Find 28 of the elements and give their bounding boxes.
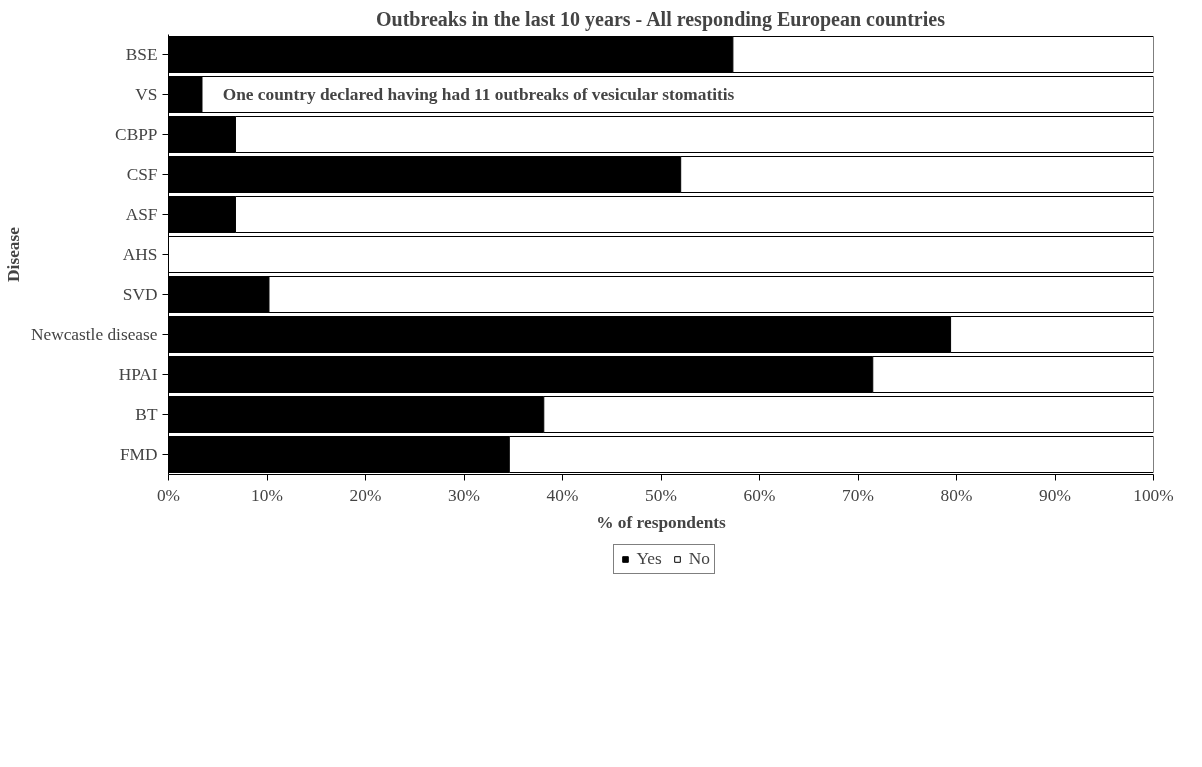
y-tick-label: BT xyxy=(135,405,158,424)
x-tick-label: 10% xyxy=(251,485,283,505)
x-tick-label: 0% xyxy=(156,485,181,505)
legend-label: No xyxy=(688,549,710,569)
x-tick-label: 20% xyxy=(349,485,382,505)
x-axis-title: % of respondents xyxy=(596,512,727,532)
y-axis-title: Disease xyxy=(3,226,23,282)
chart-title: Outbreaks in the last 10 years - All responding European countries xyxy=(375,7,946,31)
y-tick-label: CBPP xyxy=(115,125,158,144)
y-tick-label: BSE xyxy=(125,45,158,64)
x-tick-label: 50% xyxy=(645,485,677,505)
x-tick-label: 90% xyxy=(1039,485,1071,505)
x-tick-label: 70% xyxy=(842,485,874,505)
y-tick-label: VS xyxy=(135,85,158,104)
x-tick-label: 100% xyxy=(1133,485,1174,505)
y-tick-label: FMD xyxy=(119,445,158,464)
y-tick-label: AHS xyxy=(122,245,158,264)
y-tick-label: SVD xyxy=(122,285,158,304)
annotation: One country declared having had 11 outbreaks of vesicular stomatitis xyxy=(222,85,735,104)
y-tick-label: ASF xyxy=(125,205,158,224)
x-tick-label: 30% xyxy=(448,485,480,505)
y-tick-label: HPAI xyxy=(118,365,158,384)
x-tick-label: 60% xyxy=(743,485,776,505)
y-tick-label: CSF xyxy=(126,165,158,184)
y-tick-label: Newcastle disease xyxy=(30,325,158,344)
legend-label: Yes xyxy=(636,549,662,569)
x-tick-label: 40% xyxy=(546,485,579,505)
x-tick-label: 80% xyxy=(940,485,973,505)
